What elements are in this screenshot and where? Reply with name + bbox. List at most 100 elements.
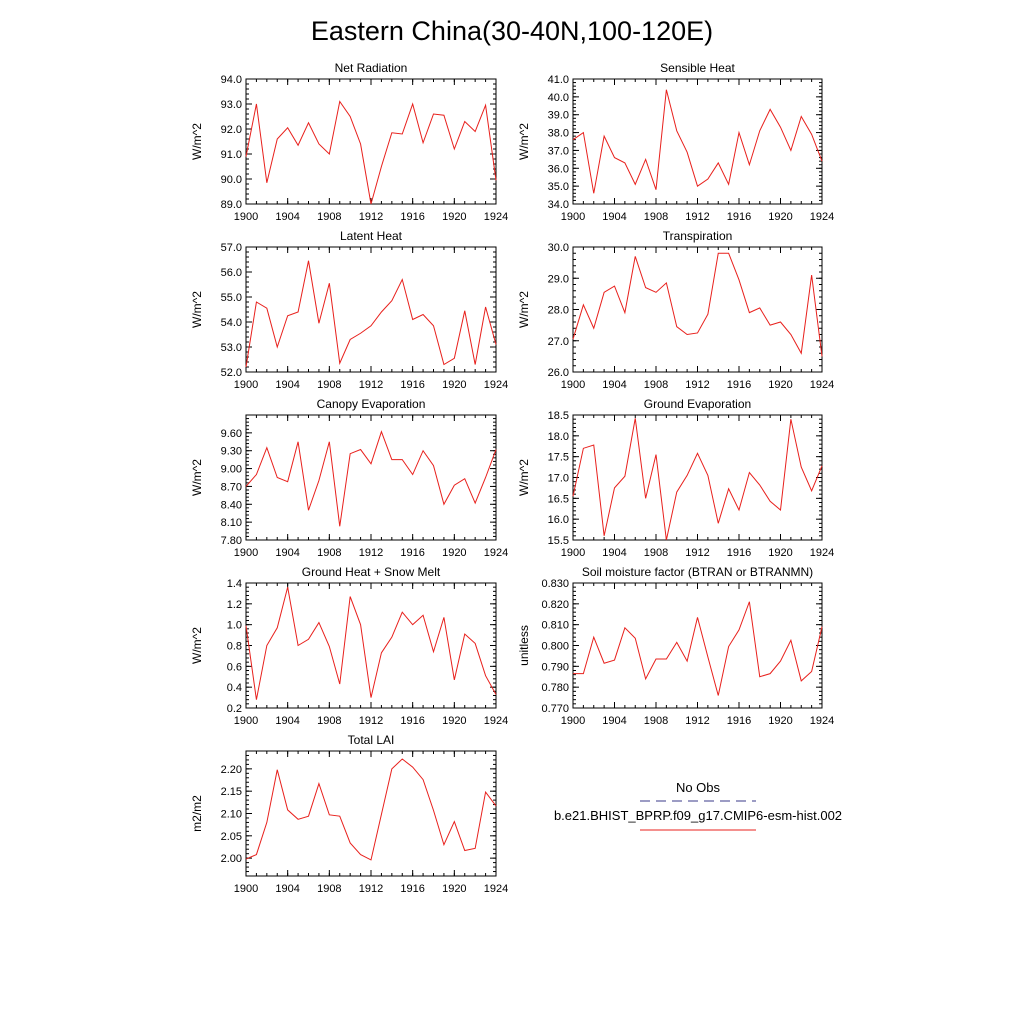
- series-line: [572, 418, 823, 541]
- panel-title: Ground Heat + Snow Melt: [302, 565, 441, 579]
- y-tick-label: 30.0: [548, 242, 569, 254]
- panel-6: Ground Evaporation W/m^2 1900 1904 1908 1912 1…: [517, 397, 834, 559]
- y-tick-label: 0.800: [541, 641, 569, 653]
- x-tick-label: 1900: [234, 715, 258, 727]
- x-tick-label: 1920: [442, 379, 466, 391]
- x-tick-label: 1908: [644, 715, 668, 727]
- x-tick-label: 1916: [727, 379, 751, 391]
- x-tick-label: 1924: [484, 883, 508, 895]
- y-tick-label: 17.5: [548, 452, 569, 464]
- x-tick-label: 1924: [810, 715, 834, 727]
- legend: No Obs b.e21.BHIST_BPRP.f09_g17.CMIP6-es…: [554, 780, 842, 831]
- x-tick-label: 1912: [685, 379, 709, 391]
- y-tick-label: 41.0: [548, 74, 569, 86]
- y-tick-label: 15.5: [548, 535, 569, 547]
- x-tick-label: 1920: [768, 547, 792, 559]
- panel-3: Latent Heat W/m^2 1900 1904 1908 1912 1916 1920…: [190, 229, 508, 391]
- x-tick-label: 1904: [602, 715, 626, 727]
- x-tick-label: 1924: [484, 547, 508, 559]
- y-tick-label: 0.2: [227, 703, 242, 715]
- x-tick-label: 1904: [602, 547, 626, 559]
- series-line: [245, 587, 497, 700]
- y-tick-label: 1.0: [227, 620, 242, 632]
- x-tick-label: 1924: [484, 379, 508, 391]
- x-tick-label: 1900: [561, 211, 585, 223]
- panel-title: Transpiration: [663, 229, 733, 243]
- y-tick-label: 17.0: [548, 473, 569, 485]
- y-tick-label: 2.15: [221, 786, 242, 798]
- panel-title: Latent Heat: [340, 229, 403, 243]
- y-axis-label: W/m^2: [517, 459, 531, 496]
- y-tick-label: 9.30: [221, 446, 242, 458]
- x-tick-label: 1916: [400, 715, 424, 727]
- y-tick-label: 54.0: [221, 317, 242, 329]
- y-tick-label: 0.790: [541, 661, 569, 673]
- y-tick-label: 8.40: [221, 499, 242, 511]
- series-line: [245, 758, 497, 861]
- x-tick-label: 1900: [561, 715, 585, 727]
- y-tick-label: 0.810: [541, 620, 569, 632]
- x-tick-label: 1912: [685, 547, 709, 559]
- y-axis-label: W/m^2: [190, 627, 204, 664]
- x-tick-label: 1912: [359, 883, 383, 895]
- y-axis-label: W/m^2: [190, 291, 204, 328]
- y-tick-label: 35.0: [548, 181, 569, 193]
- x-tick-label: 1904: [602, 211, 626, 223]
- y-tick-label: 2.00: [221, 853, 242, 865]
- panel-title: Sensible Heat: [660, 61, 735, 75]
- x-tick-label: 1924: [810, 379, 834, 391]
- panel-title: Net Radiation: [335, 61, 408, 75]
- y-tick-label: 0.6: [227, 661, 242, 673]
- y-tick-label: 53.0: [221, 342, 242, 354]
- x-tick-label: 1908: [317, 379, 341, 391]
- x-tick-label: 1924: [484, 715, 508, 727]
- panel-4: Transpiration W/m^2 1900 1904 1908 1912 1916 19…: [517, 229, 834, 391]
- y-tick-label: 9.60: [221, 428, 242, 440]
- panel-9: Total LAI m2/m2 1900 1904 1908 1912 1916 1920 19…: [190, 733, 508, 895]
- y-tick-label: 0.4: [227, 682, 242, 694]
- series-line: [245, 430, 497, 527]
- y-tick-label: 16.5: [548, 493, 569, 505]
- x-tick-label: 1908: [317, 211, 341, 223]
- y-tick-label: 93.0: [221, 99, 242, 111]
- y-tick-label: 0.820: [541, 599, 569, 611]
- y-tick-label: 0.8: [227, 641, 242, 653]
- x-tick-label: 1924: [484, 211, 508, 223]
- y-tick-label: 0.770: [541, 703, 569, 715]
- legend-obs-label: No Obs: [676, 780, 721, 795]
- y-tick-label: 55.0: [221, 292, 242, 304]
- x-tick-label: 1916: [400, 547, 424, 559]
- y-tick-label: 39.0: [548, 110, 569, 122]
- y-axis-label: W/m^2: [517, 291, 531, 328]
- y-tick-label: 2.20: [221, 764, 242, 776]
- x-tick-label: 1908: [644, 379, 668, 391]
- x-tick-label: 1904: [602, 379, 626, 391]
- y-tick-label: 16.0: [548, 514, 569, 526]
- y-tick-label: 28.0: [548, 305, 569, 317]
- panel-1: Net Radiation W/m^2 1900 1904 1908 1912 1916 19…: [190, 61, 508, 223]
- panel-title: Ground Evaporation: [644, 397, 751, 411]
- y-tick-label: 7.80: [221, 535, 242, 547]
- y-axis-label: W/m^2: [190, 459, 204, 496]
- series-line: [572, 252, 823, 357]
- x-tick-label: 1920: [442, 715, 466, 727]
- y-tick-label: 0.780: [541, 682, 569, 694]
- y-tick-label: 18.0: [548, 431, 569, 443]
- panels-group: Net Radiation W/m^2 1900 1904 1908 1912 1916 19…: [190, 61, 834, 895]
- y-tick-label: 0.830: [541, 578, 569, 590]
- y-tick-label: 89.0: [221, 199, 242, 211]
- panel-2: Sensible Heat W/m^2 1900 1904 1908 1912 1916 19…: [517, 61, 834, 223]
- x-tick-label: 1916: [400, 379, 424, 391]
- panel-7: Ground Heat + Snow Melt W/m^2 1900 1904 1908…: [190, 565, 508, 727]
- y-tick-label: 8.70: [221, 481, 242, 493]
- x-tick-label: 1916: [727, 715, 751, 727]
- x-tick-label: 1916: [400, 211, 424, 223]
- figure-title: Eastern China(30-40N,100-120E): [311, 16, 713, 46]
- y-tick-label: 52.0: [221, 367, 242, 379]
- x-tick-label: 1920: [442, 211, 466, 223]
- x-tick-label: 1920: [768, 211, 792, 223]
- y-tick-label: 29.0: [548, 273, 569, 285]
- y-tick-label: 1.2: [227, 599, 242, 611]
- x-tick-label: 1912: [359, 211, 383, 223]
